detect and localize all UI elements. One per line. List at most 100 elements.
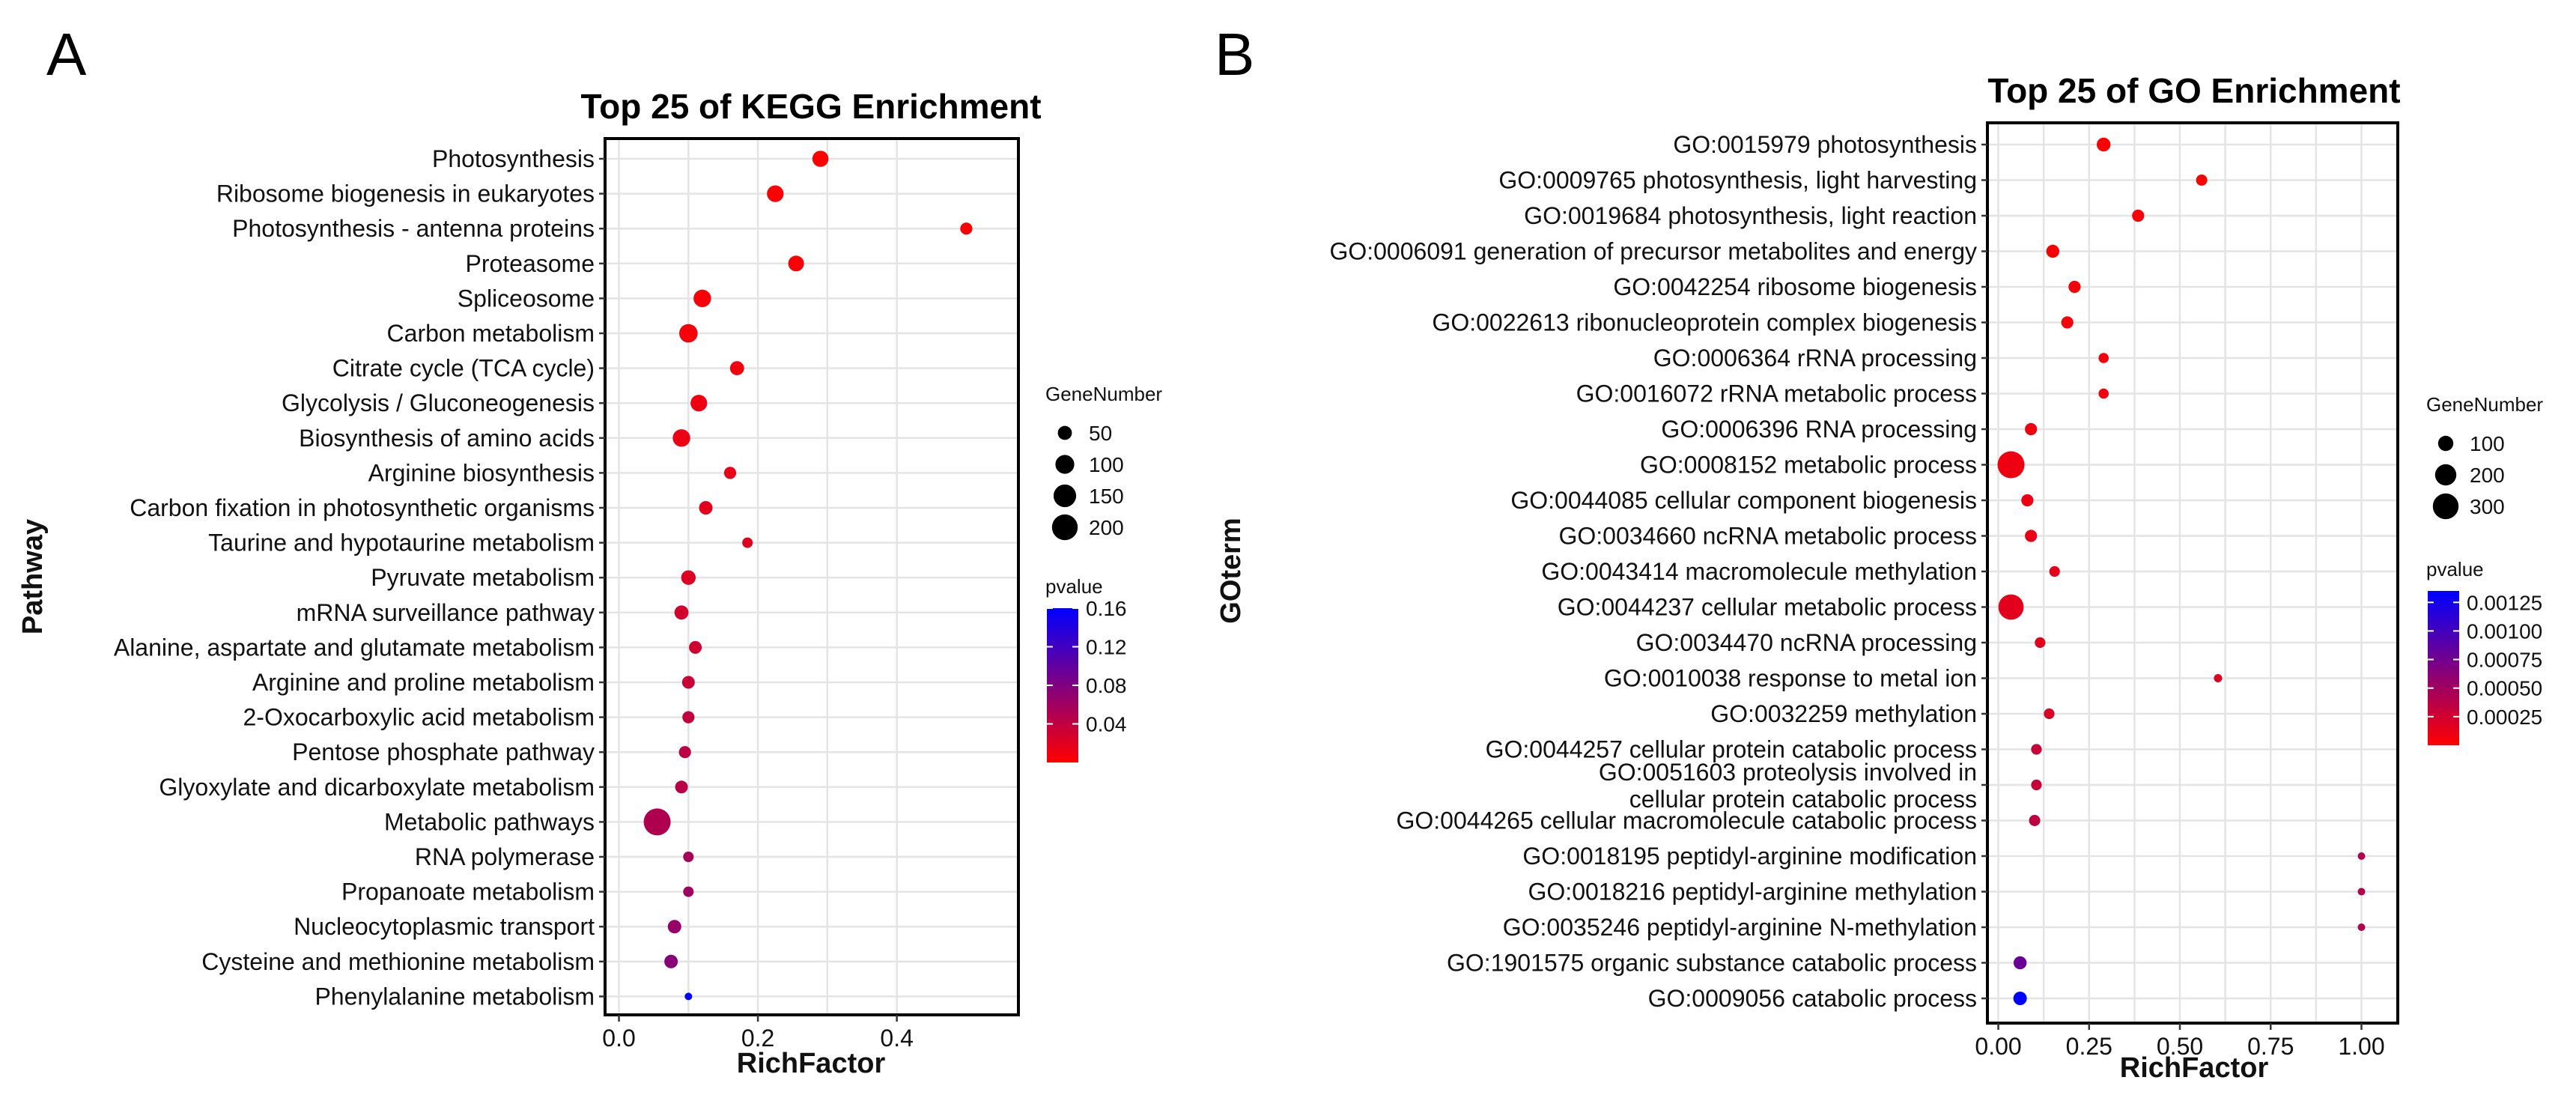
- data-point: [2013, 956, 2027, 970]
- kegg-legend: GeneNumber 50 100 150 200 pvalue 0.04 0.08 0.12 0…: [1045, 383, 1162, 762]
- y-category-label: mRNA surveillance pathway: [297, 599, 595, 626]
- go-plot-frame: [1986, 121, 2399, 1025]
- data-point: [2096, 137, 2111, 152]
- size-legend-title: GeneNumber: [1045, 383, 1162, 405]
- color-legend-label: 0.08: [1086, 674, 1127, 697]
- y-category-label: Pyruvate metabolism: [371, 564, 595, 591]
- go-y-axis-title: GOterm: [1215, 518, 1247, 623]
- data-point: [1997, 451, 2025, 479]
- color-legend-title: pvalue: [1045, 575, 1103, 598]
- y-category-label: Carbon metabolism: [387, 320, 595, 347]
- data-point: [2025, 530, 2038, 542]
- color-legend-label: 0.00100: [2467, 619, 2542, 643]
- y-category-label: Citrate cycle (TCA cycle): [332, 355, 595, 382]
- kegg-pathway-labels: Photosynthesis Ribosome biogenesis in euk…: [114, 145, 605, 1010]
- y-category-label: Nucleocytoplasmic transport: [294, 913, 595, 940]
- data-point: [2031, 744, 2042, 755]
- y-category-label: GO:0022613 ribonucleoprotein complex bio…: [1432, 309, 1977, 336]
- y-category-label: GO:0019684 photosynthesis, light reactio…: [1524, 202, 1977, 229]
- y-category-label: GO:0006396 RNA processing: [1661, 416, 1977, 443]
- data-point: [2035, 637, 2046, 649]
- y-category-label: GO:0034470 ncRNA processing: [1636, 629, 1977, 656]
- y-category-label: Phenylalanine metabolism: [315, 983, 595, 1010]
- data-point: [2029, 815, 2041, 826]
- data-point: [2098, 388, 2109, 399]
- color-legend-label: 0.16: [1086, 597, 1127, 620]
- data-point: [683, 852, 694, 862]
- y-category-label: Spliceosome: [458, 285, 595, 312]
- y-category-label: 2-Oxocarboxylic acid metabolism: [243, 704, 595, 731]
- y-category-label: GO:0044085 cellular component biogenesis: [1510, 487, 1977, 514]
- panel-letter-a: A: [46, 21, 87, 88]
- data-point: [2357, 852, 2366, 860]
- y-category-label: GO:0043414 macromolecule methylation: [1541, 558, 1977, 585]
- y-category-label: GO:0018195 peptidyl-arginine modificatio…: [1522, 843, 1977, 870]
- go-panel: B Top 25 of GO Enrichment GOterm RichFac…: [1215, 21, 2543, 1084]
- data-point: [2049, 565, 2060, 577]
- y-category-label-line: cellular protein catabolic process: [1629, 786, 1977, 813]
- data-point: [689, 640, 702, 654]
- data-point: [643, 808, 671, 836]
- size-legend-key: [1053, 484, 1077, 508]
- go-x-axis-title: RichFactor: [2120, 1052, 2269, 1084]
- y-category-label: GO:1901575 organic substance catabolic p…: [1447, 950, 1977, 977]
- x-tick-label: 0.2: [741, 1025, 774, 1052]
- size-legend-label: 300: [2470, 495, 2505, 518]
- size-legend-key: [1051, 514, 1078, 541]
- y-category-label: Alanine, aspartate and glutamate metabol…: [114, 634, 595, 661]
- size-legend-key: [2432, 493, 2459, 520]
- y-category-label: GO:0042254 ribosome biogenesis: [1613, 273, 1977, 300]
- size-legend-key: [1055, 455, 1075, 474]
- y-category-label: GO:0009765 photosynthesis, light harvest…: [1498, 167, 1977, 194]
- data-point: [683, 886, 694, 897]
- color-legend-bar: [2428, 591, 2459, 745]
- data-point: [699, 501, 713, 515]
- data-point: [681, 676, 695, 689]
- y-category-label: Taurine and hypotaurine metabolism: [208, 530, 595, 556]
- data-point: [684, 992, 693, 1001]
- kegg-panel: A Top 25 of KEGG Enrichment Pathway Rich…: [17, 21, 1162, 1079]
- x-tick-label: 0.75: [2247, 1033, 2294, 1060]
- data-point: [675, 780, 688, 794]
- y-category-label: GO:0015979 photosynthesis: [1673, 131, 1977, 158]
- data-point: [788, 255, 804, 272]
- go-chart-title: Top 25 of GO Enrichment: [1987, 71, 2400, 110]
- kegg-chart-title: Top 25 of KEGG Enrichment: [580, 87, 1041, 126]
- y-category-label: GO:0032259 methylation: [1710, 700, 1977, 727]
- data-point: [678, 746, 691, 759]
- y-category-label: RNA polymerase: [415, 843, 595, 870]
- size-legend-key: [2437, 435, 2454, 452]
- go-grid: [1987, 123, 2398, 1023]
- data-point: [2021, 494, 2034, 507]
- y-category-label: Arginine and proline metabolism: [252, 669, 595, 696]
- size-legend-key: [2434, 464, 2457, 486]
- x-tick-label: 1.00: [2338, 1033, 2384, 1060]
- data-point: [2357, 888, 2366, 896]
- size-legend-label: 200: [1089, 516, 1124, 539]
- data-point: [2196, 175, 2208, 186]
- data-point: [1998, 594, 2024, 620]
- size-legend-label: 200: [2470, 464, 2505, 487]
- data-point: [2046, 244, 2059, 258]
- y-category-label: Propanoate metabolism: [341, 879, 595, 906]
- size-legend-title: GeneNumber: [2426, 393, 2543, 416]
- y-category-label: Pentose phosphate pathway: [292, 738, 595, 765]
- color-legend-label: 0.04: [1086, 713, 1127, 736]
- data-point: [812, 151, 829, 167]
- y-category-label: GO:0035246 peptidyl-arginine N-methylati…: [1503, 914, 1977, 941]
- x-tick-label: 0.50: [2157, 1033, 2203, 1060]
- size-legend-label: 150: [1089, 485, 1124, 508]
- y-category-label: GO:0044265 cellular macromolecule catabo…: [1397, 807, 1978, 834]
- y-category-label: GO:0018216 peptidyl-arginine methylation: [1528, 879, 1977, 906]
- data-point: [960, 222, 973, 235]
- go-legend: GeneNumber 100 200 300 pvalue 0.00025 0.00050 0…: [2426, 393, 2543, 745]
- size-legend-label: 100: [2470, 432, 2505, 455]
- y-category-label: Cysteine and methionine metabolism: [201, 948, 595, 975]
- y-category-label: Carbon fixation in photosynthetic organi…: [130, 494, 595, 521]
- size-legend-label: 50: [1089, 422, 1112, 445]
- data-point: [2044, 708, 2055, 720]
- kegg-grid: [605, 139, 1018, 1015]
- y-category-label: GO:0044237 cellular metabolic process: [1558, 594, 1977, 621]
- x-tick-label: 0.00: [1975, 1033, 2021, 1060]
